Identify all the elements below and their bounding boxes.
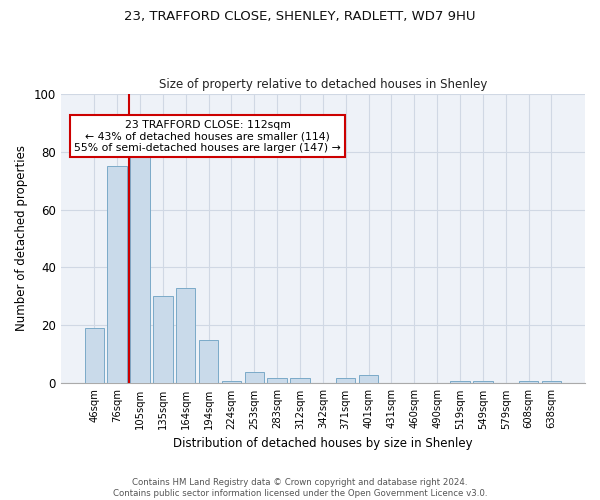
Bar [450, 380, 470, 384]
Bar [221, 380, 241, 384]
Bar [473, 380, 493, 384]
Bar [542, 380, 561, 384]
Y-axis label: Number of detached properties: Number of detached properties [15, 146, 28, 332]
Bar [153, 296, 173, 384]
Bar [85, 328, 104, 384]
Bar [336, 378, 355, 384]
Text: 23 TRAFFORD CLOSE: 112sqm
← 43% of detached houses are smaller (114)
55% of semi: 23 TRAFFORD CLOSE: 112sqm ← 43% of detac… [74, 120, 341, 153]
Text: 23, TRAFFORD CLOSE, SHENLEY, RADLETT, WD7 9HU: 23, TRAFFORD CLOSE, SHENLEY, RADLETT, WD… [124, 10, 476, 23]
Bar [290, 378, 310, 384]
Bar [519, 380, 538, 384]
Bar [245, 372, 264, 384]
Text: Contains HM Land Registry data © Crown copyright and database right 2024.
Contai: Contains HM Land Registry data © Crown c… [113, 478, 487, 498]
Bar [359, 374, 378, 384]
X-axis label: Distribution of detached houses by size in Shenley: Distribution of detached houses by size … [173, 437, 473, 450]
Bar [268, 378, 287, 384]
Bar [107, 166, 127, 384]
Bar [130, 137, 149, 384]
Bar [176, 288, 196, 384]
Title: Size of property relative to detached houses in Shenley: Size of property relative to detached ho… [158, 78, 487, 91]
Bar [199, 340, 218, 384]
